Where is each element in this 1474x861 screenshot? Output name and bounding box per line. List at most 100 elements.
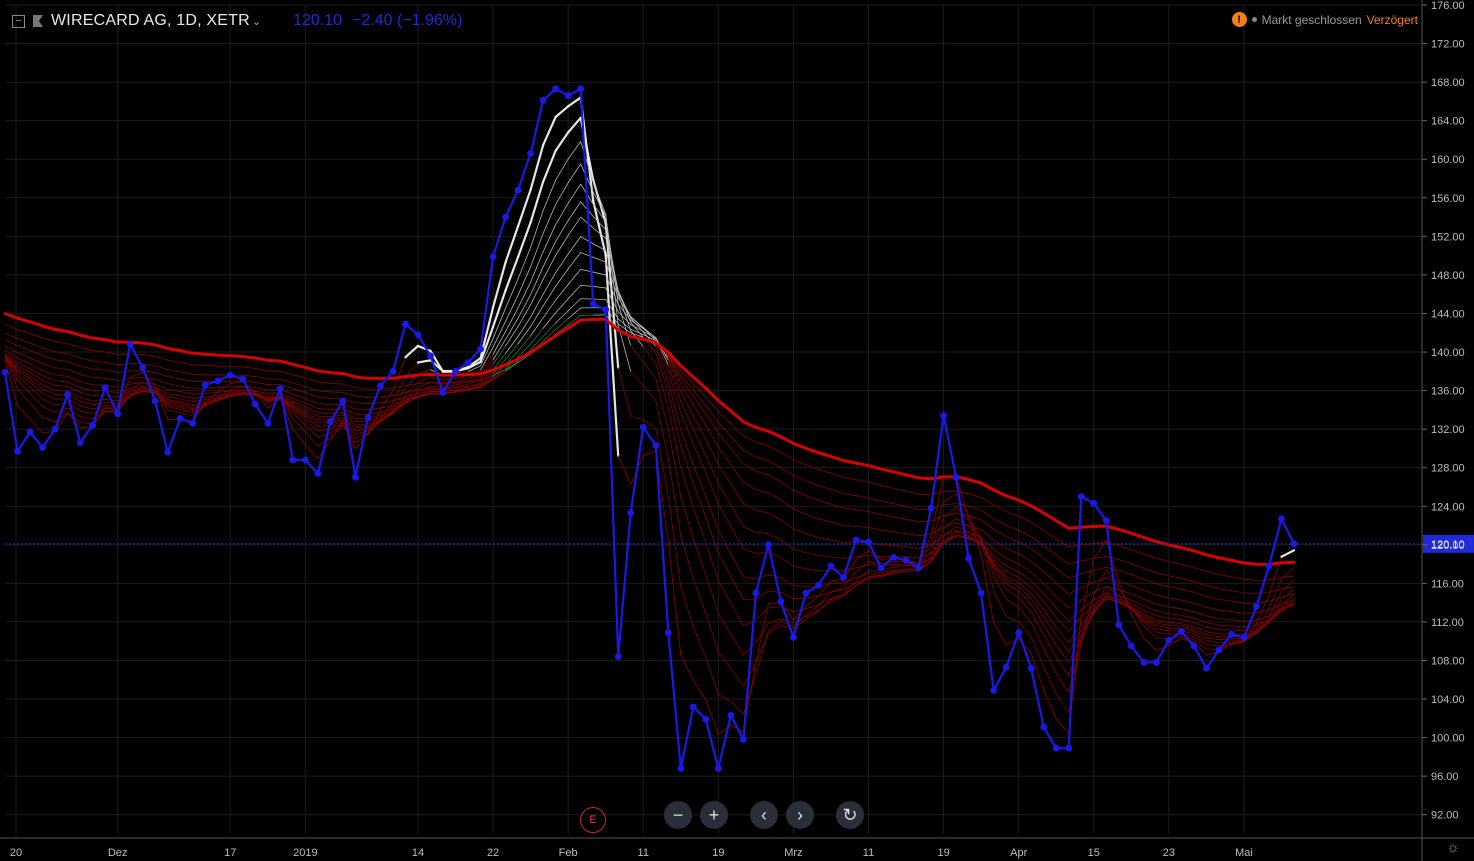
ema-15-segment [592,227,607,239]
ema-5-segment [705,657,719,696]
ema-50-segment [455,381,469,383]
warning-icon[interactable]: ! [1231,12,1247,27]
ema-21-segment [480,373,494,386]
ema-9-segment [880,571,894,576]
zoom-in-button[interactable]: + [700,801,728,829]
ema-21-segment [1043,593,1057,609]
ema-25-segment [1055,596,1070,609]
ema-9-segment [755,622,769,644]
flag-icon[interactable] [33,15,43,27]
ema-18-segment [993,559,1007,572]
ema-42-segment [1118,559,1132,565]
ema-15-segment [755,574,769,580]
symbol-header: − WIRECARD AG, 1D, XETR ⌄ 120.10 −2.40 (… [12,8,462,34]
price-point [802,589,810,597]
ema-3-segment [1256,594,1270,624]
ema-25-segment [730,483,744,504]
ema-30-segment [980,529,995,541]
ema-60-segment [566,318,583,330]
chevron-down-icon[interactable]: ⌄ [251,15,262,28]
ema-9-segment [192,405,206,412]
ema-3-segment [4,359,18,407]
scroll-left-button[interactable]: ‹ [750,801,778,829]
symbol-title[interactable]: WIRECARD AG, 1D, XETR [51,12,250,29]
settings-icon[interactable]: ☼ [1446,839,1460,856]
ema-7-segment [893,564,907,568]
ema-60-segment [716,399,733,413]
price-point [852,536,860,544]
ema-36-segment [667,356,682,380]
ema-21-segment [1243,624,1257,628]
ema-18-segment [505,335,519,354]
ema-30-segment [905,533,919,537]
ema-21-segment [517,326,532,345]
ema-5-segment [818,591,832,606]
ema-15-segment [1205,631,1220,635]
ema-18-segment [455,386,469,391]
delayed-label[interactable]: Verzögert [1366,12,1418,27]
ema-11-segment [29,382,43,394]
ema-30-segment [29,357,43,365]
ema-30-segment [993,539,1007,549]
ema-3-segment [692,680,707,701]
ema-15-segment [1118,601,1132,608]
ema-5-segment [1256,608,1270,631]
ema-50-segment [780,451,794,460]
ema-25-segment [1105,586,1120,591]
earnings-badge[interactable]: E [580,807,606,833]
ema-50-segment [505,361,519,370]
ema-11-segment [805,604,819,610]
ema-21-segment [54,380,68,383]
ema-30-segment [129,377,144,379]
ema-25-segment [380,408,394,413]
ema-30-segment [780,499,794,510]
ema-60-segment [654,341,670,354]
ema-11-segment [755,607,769,621]
ema-18-segment [968,538,982,545]
price-point [1190,642,1198,650]
ema-50-segment [54,341,68,344]
price-point [464,359,472,367]
ema-25-segment [755,510,769,514]
ema-60-segment [303,366,320,373]
zoom-out-button[interactable]: − [664,801,692,829]
ema-11-segment [843,585,857,596]
ema-13-segment [830,589,844,593]
collapse-icon[interactable]: − [12,14,25,28]
ema-60-segment [266,358,282,363]
ema-7-segment [1193,636,1207,645]
ema-11-segment [993,566,1007,584]
ema-11-segment [1168,627,1182,630]
ema-13-segment [993,564,1007,580]
reset-chart-button[interactable]: ↻ [836,801,864,829]
ema-5-segment [1043,666,1057,695]
ema-25-segment [304,402,319,409]
scroll-right-button[interactable]: › [786,801,814,829]
ema-25-segment [405,396,419,403]
ema-5-segment [630,415,644,421]
ema-15-segment [1256,622,1270,632]
ema-18-segment [1205,626,1220,631]
ema-50-segment [42,337,56,342]
ema-42-segment [480,378,494,386]
ema-21-segment [592,256,607,263]
ema-50-segment [1143,553,1157,559]
ema-21-segment [1256,619,1270,626]
ema-13-segment [1143,615,1157,624]
ema-13-segment [692,483,707,518]
ema-9-segment [329,423,344,430]
ema-7-segment [843,580,857,595]
ema-13-segment [592,215,607,231]
ema-25-segment [780,519,794,530]
ema-42-segment [555,318,569,330]
ema-50-segment [1155,557,1170,563]
ema-21-segment [1030,580,1045,595]
ema-15-segment [92,398,106,402]
ema-13-segment [680,446,694,485]
ema-36-segment [154,372,169,378]
ema-36-segment [167,376,181,380]
x-tick-label: 19 [937,847,949,859]
ema-7-segment [329,424,344,434]
price-point [1165,636,1173,644]
